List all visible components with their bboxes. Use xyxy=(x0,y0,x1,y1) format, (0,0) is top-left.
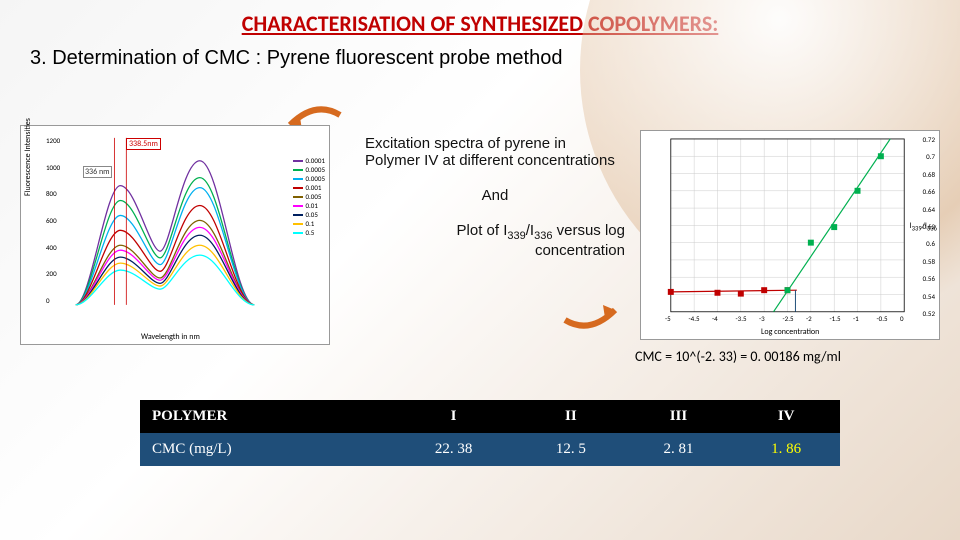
chart2-xtick: 0 xyxy=(900,314,904,323)
chart2-xtick: -1.5 xyxy=(830,314,841,323)
chart2-ytick: 0.66 xyxy=(923,187,935,196)
chart2-ytick: 0.54 xyxy=(923,292,935,301)
table-row-label: CMC (mg/L) xyxy=(140,433,390,466)
chart2-ytick: 0.68 xyxy=(923,170,935,179)
chart2-ytick: 0.56 xyxy=(923,274,935,283)
and-label: And xyxy=(365,187,625,204)
chart2-xtick: -5 xyxy=(665,314,671,323)
cmc-result-text: CMC = 10^(-2. 33) = 0. 00186 mg/ml xyxy=(635,348,841,365)
table-header-col: III xyxy=(625,400,733,433)
spectra-caption: Excitation spectra of pyrene in Polymer … xyxy=(365,135,625,169)
table-header-col: I xyxy=(390,400,517,433)
ratio-caption: Plot of I339/I336 versus log concentrati… xyxy=(365,222,625,259)
chart2-xtick: -3.5 xyxy=(736,314,747,323)
slide-title: CHARACTERISATION OF SYNTHESIZED COPOLYME… xyxy=(0,0,960,37)
chart2-ytick: 0.7 xyxy=(926,152,935,161)
chart2-xtick: -0.5 xyxy=(877,314,888,323)
table-header-label: POLYMER xyxy=(140,400,390,433)
chart2-svg xyxy=(641,131,939,340)
cmc-table: POLYMERIIIIIIIV CMC (mg/L)22. 3812. 52. … xyxy=(140,400,840,466)
chart2-ytick: 0.58 xyxy=(923,257,935,266)
table-cell: 12. 5 xyxy=(517,433,625,466)
chart2-xtick: -2 xyxy=(806,314,812,323)
chart2-ytick: 0.6 xyxy=(926,239,935,248)
chart2-xtick: -4 xyxy=(712,314,718,323)
ratio-plot-chart: Log concentration I339/I336 -5-4.5-4-3.5… xyxy=(640,130,940,340)
chart2-ytick: 0.72 xyxy=(923,135,935,144)
chart2-xtick: -2.5 xyxy=(783,314,794,323)
center-description: Excitation spectra of pyrene in Polymer … xyxy=(365,135,625,259)
table-cell: 22. 38 xyxy=(390,433,517,466)
slide-subtitle: 3. Determination of CMC : Pyrene fluores… xyxy=(0,37,960,70)
chart2-ytick: 0.62 xyxy=(923,222,935,231)
chart2-ytick: 0.64 xyxy=(923,205,935,214)
table-cell-highlight: 1. 86 xyxy=(732,433,840,466)
table-header-col: II xyxy=(517,400,625,433)
excitation-spectra-chart: Fluorescence Intensities Wavelength in n… xyxy=(20,125,330,345)
chart2-xtick: -1 xyxy=(853,314,859,323)
chart2-xtick: -3 xyxy=(759,314,765,323)
table-header-col: IV xyxy=(732,400,840,433)
chart2-ytick: 0.52 xyxy=(923,309,935,318)
arrow-icon xyxy=(555,290,625,330)
chart1-svg xyxy=(21,126,329,345)
chart2-xtick: -4.5 xyxy=(689,314,700,323)
table-cell: 2. 81 xyxy=(625,433,733,466)
